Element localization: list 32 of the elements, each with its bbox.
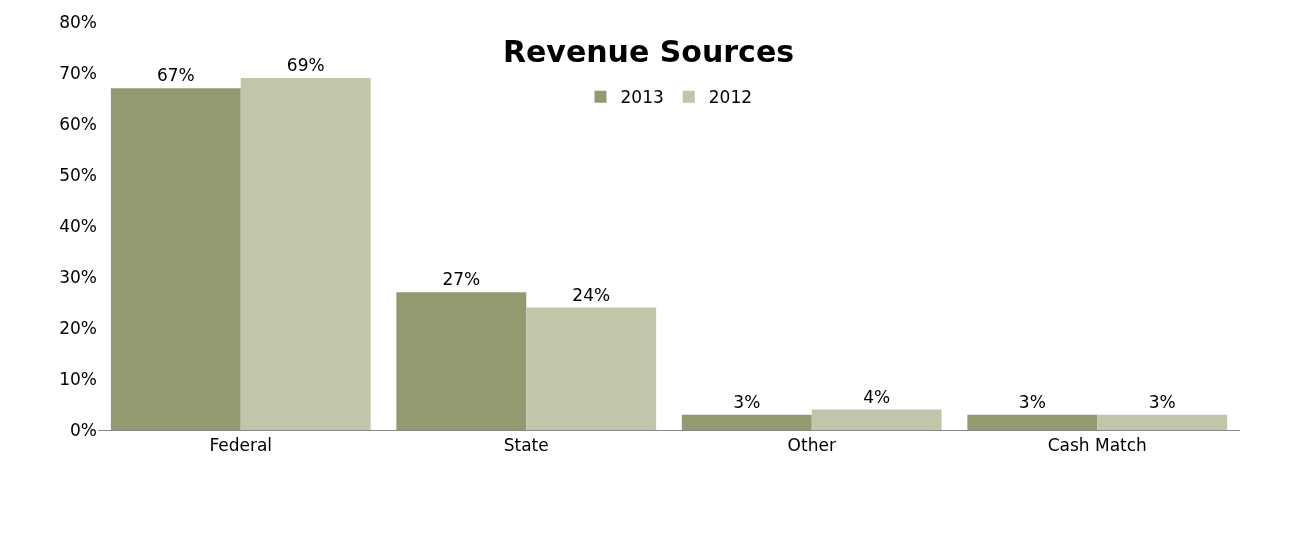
y-tick-label: 20% xyxy=(59,317,97,338)
bar xyxy=(681,414,812,430)
bar xyxy=(110,88,241,430)
y-tick-label: 30% xyxy=(59,266,97,287)
y-tick-label: 10% xyxy=(59,368,97,389)
x-tick-label: State xyxy=(503,435,549,456)
data-label: 3% xyxy=(733,391,761,412)
bar xyxy=(240,78,371,430)
y-tick-label: 40% xyxy=(59,215,97,236)
bar xyxy=(811,409,942,430)
x-tick-label: Other xyxy=(787,435,836,456)
data-label: 3% xyxy=(1018,391,1046,412)
y-tick-label: 50% xyxy=(59,164,97,185)
legend-label: 2012 xyxy=(708,87,753,108)
data-label: 69% xyxy=(286,55,325,76)
bar xyxy=(396,292,527,430)
x-tick-label: Federal xyxy=(209,435,273,456)
y-tick-label: 60% xyxy=(59,113,97,134)
bar xyxy=(1097,414,1228,430)
y-tick-label: 70% xyxy=(59,62,97,83)
y-tick-label: 80% xyxy=(59,11,97,32)
legend-label: 2013 xyxy=(620,87,664,108)
data-label: 24% xyxy=(572,284,611,305)
y-tick-label: 0% xyxy=(70,419,97,440)
bar xyxy=(967,414,1098,430)
bar xyxy=(526,307,657,430)
text: Revenue Sources xyxy=(502,34,795,70)
data-label: 67% xyxy=(156,65,195,86)
data-label: 4% xyxy=(863,386,891,407)
data-label: 3% xyxy=(1148,391,1176,412)
x-tick-label: Cash Match xyxy=(1047,435,1147,456)
data-label: 27% xyxy=(442,269,481,290)
